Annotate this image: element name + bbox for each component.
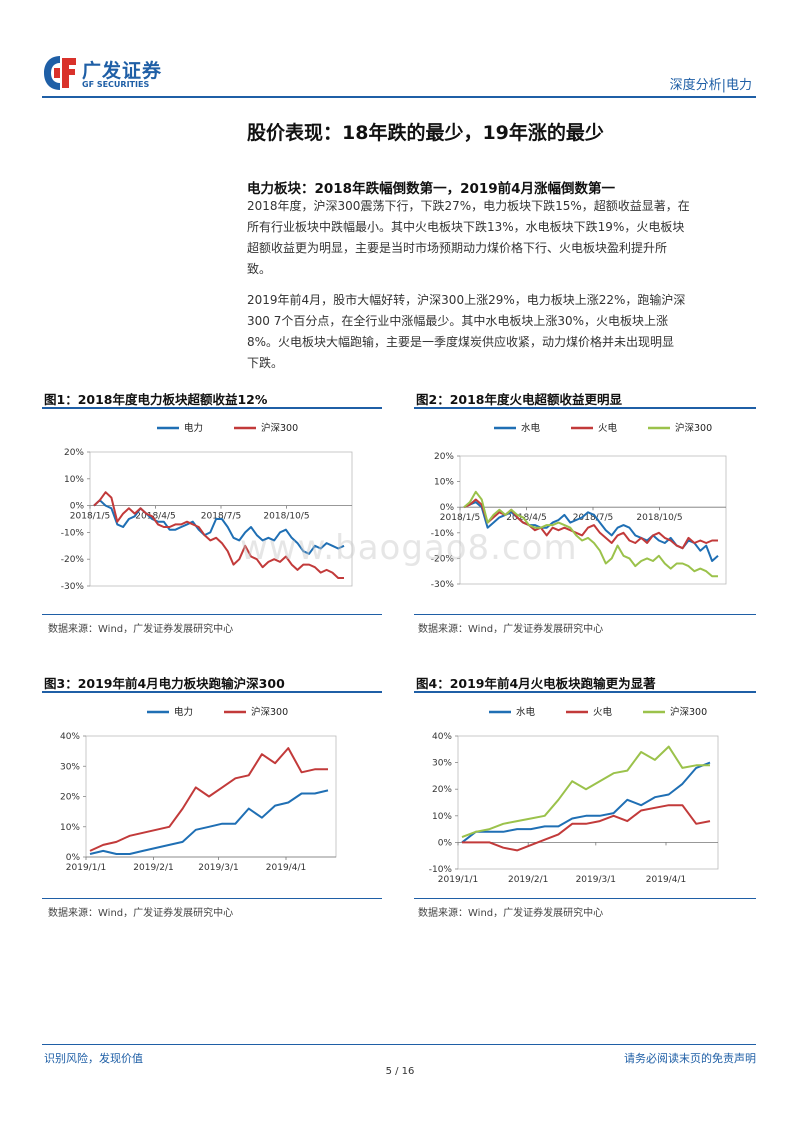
series-line	[462, 804, 711, 852]
x-tick-label: 2018/10/5	[263, 512, 309, 522]
chart-fig1: 20% 10% 0% -10% -20% -30% 2018/1/5 2018/4/5 2018…	[61, 422, 353, 592]
y-tick-label: 20%	[432, 785, 452, 795]
plot-area	[459, 455, 727, 585]
figure-3-source: 数据来源：Wind，广发证券发展研究中心	[48, 908, 234, 919]
x-tick-label: 2018/1/5	[70, 512, 110, 522]
y-tick-label: 20%	[434, 452, 454, 462]
x-tick-label: 2019/4/1	[266, 863, 306, 873]
footer-rule	[42, 1044, 756, 1045]
y-tick-label: -10%	[431, 529, 455, 539]
figure-2-title: 图2：2018年度火电超额收益更明显	[416, 392, 622, 407]
figure-1-source: 数据来源：Wind，广发证券发展研究中心	[48, 624, 234, 635]
brand-logo: 广发证券 GF SECURITIES	[42, 54, 174, 94]
y-tick-label: 30%	[60, 762, 80, 772]
y-tick-label: 40%	[432, 732, 452, 742]
figure-4-source-rule	[414, 898, 756, 899]
y-tick-label: -20%	[61, 555, 85, 565]
legend-label: 火电	[598, 422, 618, 434]
series-line	[93, 499, 345, 555]
watermark: www.baogao8.com	[240, 528, 578, 568]
y-tick-label: -10%	[429, 865, 453, 875]
brand-name: 广发证券	[82, 60, 163, 82]
figure-2-rule	[414, 407, 756, 409]
chart-fig4: 40% 30% 20% 10% 0% -10%2019/1/1 2019/2/1 2019/3…	[429, 706, 719, 884]
y-tick-label: 10%	[64, 475, 84, 485]
brand-name-en: GF SECURITIES	[82, 80, 150, 89]
footer-right: 请务必阅读末页的免责声明	[624, 1052, 756, 1065]
legend-label: 沪深300	[251, 706, 288, 718]
series-line	[93, 491, 344, 579]
series-line	[461, 745, 710, 839]
legend-label: 电力	[184, 422, 203, 434]
x-tick-label: 2018/4/5	[506, 513, 546, 523]
x-tick-label: 2018/10/5	[636, 513, 682, 523]
y-tick-label: 10%	[432, 812, 452, 822]
figure-4-source: 数据来源：Wind，广发证券发展研究中心	[418, 908, 604, 919]
x-tick-label: 2019/3/1	[198, 863, 238, 873]
x-tick-label: 2019/2/1	[508, 875, 548, 884]
x-tick-label: 2018/7/5	[573, 513, 613, 523]
legend-label: 沪深300	[670, 706, 707, 718]
gf-logo-icon	[44, 56, 76, 90]
series-line	[463, 490, 718, 578]
y-tick-label: -20%	[431, 554, 455, 564]
y-tick-label: 0%	[438, 838, 453, 848]
y-tick-label: -10%	[61, 528, 85, 538]
y-tick-label: 0%	[66, 853, 81, 863]
header-label: 深度分析|电力	[669, 78, 752, 93]
legend-label: 沪深300	[261, 422, 298, 434]
series-line	[461, 761, 711, 844]
figure-3-rule	[42, 691, 382, 693]
x-tick-label: 2019/4/1	[646, 875, 686, 884]
page-number: 5 / 16	[385, 1066, 415, 1077]
y-tick-label: 40%	[60, 732, 80, 742]
x-tick-label: 2019/3/1	[576, 875, 616, 884]
chart-fig3: 40% 30% 20% 10% 0%2019/1/1 2019/2/1 2019/3/1 20…	[60, 706, 337, 873]
y-tick-label: 10%	[434, 478, 454, 488]
header-rule	[42, 96, 756, 98]
legend-label: 沪深300	[675, 422, 712, 434]
figure-3-title: 图3：2019年前4月电力板块跑输沪深300	[44, 676, 285, 691]
plot-area	[89, 451, 353, 587]
figure-4-rule	[414, 691, 756, 693]
x-tick-label: 2018/1/5	[440, 513, 480, 523]
y-tick-label: 20%	[60, 793, 80, 803]
figure-3-source-rule	[42, 898, 382, 899]
section-heading: 电力板块：2018年跌幅倒数第一，2019前4月涨幅倒数第一	[247, 181, 616, 197]
paragraph-2: 2019年前4月，股市大幅好转，沪深300上涨29%，电力板块上涨22%，跑输沪…	[247, 293, 686, 370]
x-tick-label: 2019/2/1	[133, 863, 173, 873]
x-tick-label: 2018/7/5	[201, 512, 241, 522]
figure-2-source-rule	[414, 614, 756, 615]
y-tick-label: 0%	[70, 502, 85, 512]
figure-2-source: 数据来源：Wind，广发证券发展研究中心	[418, 624, 604, 635]
y-tick-label: 30%	[432, 759, 452, 769]
plot-area	[457, 735, 719, 870]
x-tick-label: 2019/1/1	[66, 863, 106, 873]
series-line	[89, 789, 329, 855]
y-tick-label: 20%	[64, 448, 84, 458]
figure-1-title: 图1：2018年度电力板块超额收益12%	[44, 392, 268, 407]
figure-4-title: 图4：2019年前4月火电板块跑输更为显著	[416, 676, 656, 691]
series-line	[89, 747, 328, 852]
x-tick-label: 2019/1/1	[438, 875, 478, 884]
page-title: 股价表现：18年跌的最少，19年涨的最少	[247, 122, 604, 144]
figure-1-rule	[42, 407, 382, 409]
chart-fig2: 20% 10% 0% -10% -20% -30% 2018/1/5 2018/4/5 2018…	[431, 422, 727, 590]
legend-label: 电力	[174, 706, 193, 718]
x-tick-label: 2018/4/5	[135, 512, 175, 522]
y-tick-label: -30%	[431, 580, 455, 590]
legend-label: 水电	[521, 422, 541, 434]
y-tick-label: -30%	[61, 582, 85, 592]
y-tick-label: 10%	[60, 823, 80, 833]
footer-left: 识别风险，发现价值	[44, 1052, 143, 1065]
figure-1-source-rule	[42, 614, 382, 615]
y-tick-label: 0%	[440, 503, 455, 513]
paragraph-1: 2018年度，沪深300震荡下行，下跌27%，电力板块下跌15%，超额收益显著，…	[247, 199, 690, 276]
legend-label: 火电	[593, 706, 613, 718]
legend-label: 水电	[516, 706, 536, 718]
